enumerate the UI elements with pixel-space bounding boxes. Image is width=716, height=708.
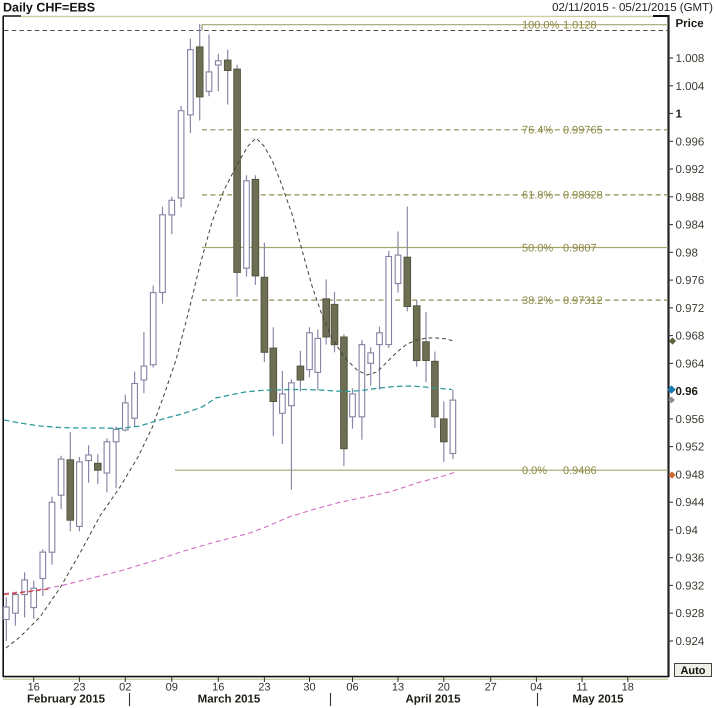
- svg-text:Daily CHF=EBS: Daily CHF=EBS: [3, 1, 95, 15]
- svg-text:0.928: 0.928: [676, 608, 705, 620]
- svg-text:1.0128: 1.0128: [563, 20, 597, 32]
- svg-text:0.96: 0.96: [676, 386, 698, 398]
- svg-text:76.4%: 76.4%: [522, 125, 553, 137]
- svg-text:16: 16: [212, 682, 224, 694]
- svg-text:0.948: 0.948: [676, 469, 705, 481]
- svg-text:04: 04: [530, 682, 542, 694]
- svg-text:0.956: 0.956: [676, 414, 705, 426]
- svg-text:100.0%: 100.0%: [522, 20, 560, 32]
- svg-text:0.99765: 0.99765: [563, 125, 603, 137]
- svg-text:0.952: 0.952: [676, 442, 705, 454]
- svg-text:0.964: 0.964: [676, 358, 705, 370]
- svg-text:27: 27: [485, 682, 497, 694]
- svg-text:1.008: 1.008: [676, 53, 705, 65]
- svg-text:0.984: 0.984: [676, 220, 705, 232]
- svg-text:50.0%: 50.0%: [522, 242, 553, 254]
- svg-text:Price: Price: [676, 18, 704, 30]
- svg-text:0.992: 0.992: [676, 164, 705, 176]
- svg-text:March 2015: March 2015: [198, 694, 261, 706]
- svg-text:0.996: 0.996: [676, 136, 705, 148]
- svg-text:0.98: 0.98: [676, 247, 698, 259]
- svg-text:Auto: Auto: [680, 665, 705, 677]
- svg-text:38.2%: 38.2%: [522, 295, 553, 307]
- svg-text:23: 23: [73, 682, 85, 694]
- svg-text:0.0%: 0.0%: [522, 465, 547, 477]
- svg-text:April 2015: April 2015: [406, 694, 462, 706]
- svg-text:16: 16: [28, 682, 40, 694]
- svg-text:02: 02: [119, 682, 131, 694]
- svg-text:0.936: 0.936: [676, 553, 705, 565]
- svg-text:1.004: 1.004: [676, 81, 705, 93]
- svg-text:0.924: 0.924: [676, 636, 705, 648]
- svg-text:February 2015: February 2015: [27, 694, 106, 706]
- svg-text:0.94: 0.94: [676, 525, 699, 537]
- svg-text:11: 11: [576, 682, 587, 694]
- svg-text:18: 18: [622, 682, 634, 694]
- svg-text:61.8%: 61.8%: [522, 190, 553, 202]
- svg-text:0.98828: 0.98828: [563, 190, 603, 202]
- svg-text:0.932: 0.932: [676, 580, 705, 592]
- svg-text:0.97312: 0.97312: [563, 295, 603, 307]
- svg-text:06: 06: [346, 682, 358, 694]
- svg-text:02/11/2015 - 05/21/2015 (GMT): 02/11/2015 - 05/21/2015 (GMT): [552, 2, 713, 14]
- svg-text:0.972: 0.972: [676, 303, 705, 315]
- svg-text:1: 1: [676, 109, 683, 121]
- svg-text:20: 20: [438, 682, 450, 694]
- svg-text:13: 13: [392, 682, 404, 694]
- svg-text:0.9807: 0.9807: [563, 242, 597, 254]
- svg-text:09: 09: [166, 682, 178, 694]
- svg-text:0.976: 0.976: [676, 275, 705, 287]
- svg-text:0.968: 0.968: [676, 331, 705, 343]
- svg-text:23: 23: [258, 682, 270, 694]
- svg-text:May 2015: May 2015: [572, 694, 624, 706]
- svg-text:0.944: 0.944: [676, 497, 705, 509]
- svg-text:30: 30: [303, 682, 315, 694]
- svg-text:0.9486: 0.9486: [563, 465, 597, 477]
- svg-text:0.988: 0.988: [676, 192, 705, 204]
